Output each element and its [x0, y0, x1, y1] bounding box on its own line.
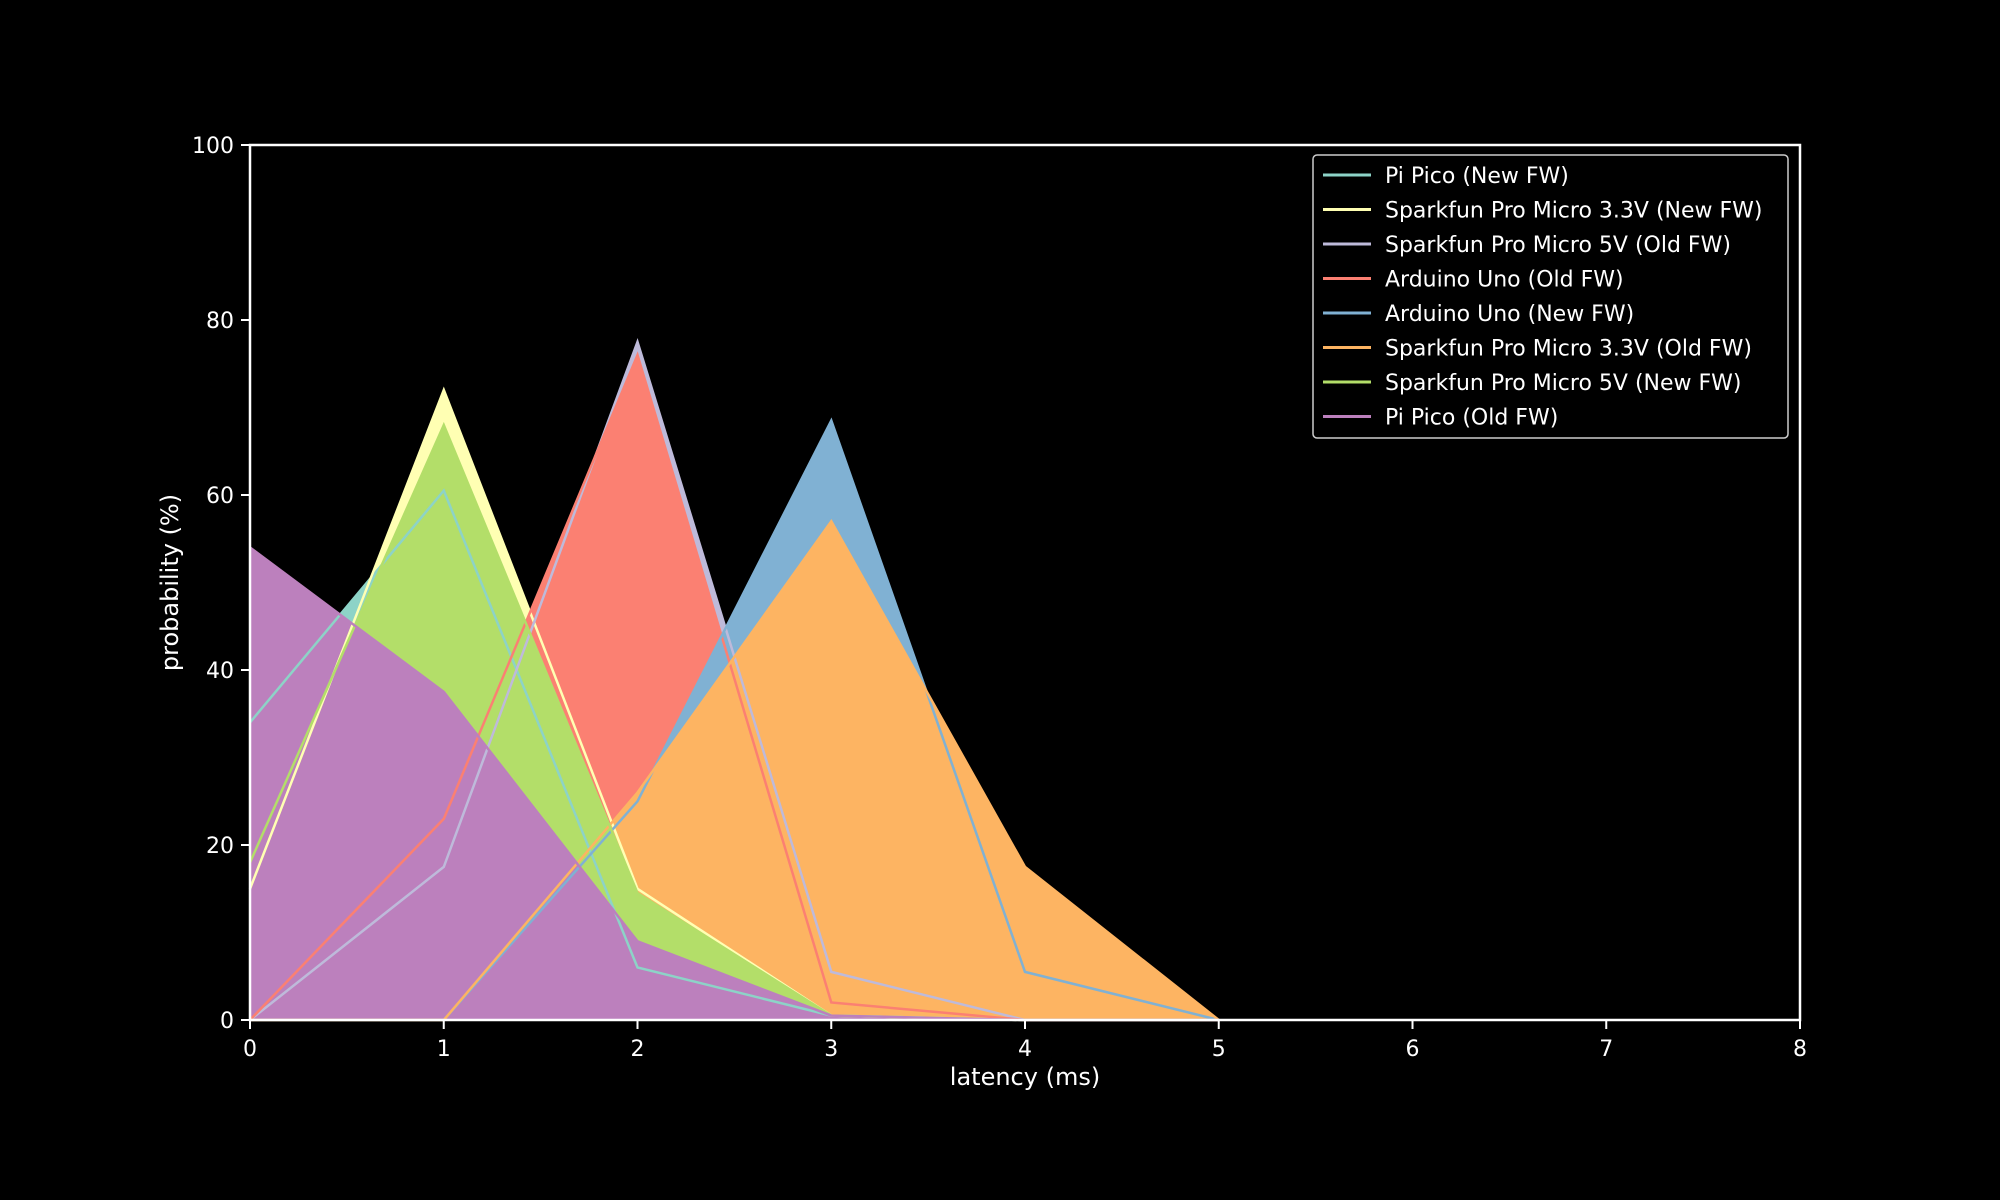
- x-tick-label: 4: [1018, 1037, 1032, 1062]
- x-tick-label: 8: [1793, 1037, 1807, 1062]
- area-pi-pico-old-fw: [250, 547, 1219, 1020]
- area-layer: [250, 341, 1219, 1021]
- y-tick-label: 20: [206, 834, 234, 859]
- x-tick-label: 7: [1599, 1037, 1613, 1062]
- legend-box: [1312, 154, 1789, 439]
- legend-entry-pi-pico-new-fw: Pi Pico (New FW): [1385, 164, 1569, 189]
- y-tick-label: 0: [220, 1009, 234, 1034]
- legend-entry-sparkfun-pro-micro-3-3v-old-fw: Sparkfun Pro Micro 3.3V (Old FW): [1385, 337, 1752, 362]
- y-tick-label: 40: [206, 659, 234, 684]
- x-tick-label: 2: [631, 1037, 645, 1062]
- y-axis: 0 20 40 60 80 100: [192, 134, 250, 1034]
- y-tick-label: 100: [192, 134, 234, 159]
- x-axis: 0 1 2 3 4 5 6 7 8: [243, 1020, 1807, 1062]
- y-tick-label: 80: [206, 309, 234, 334]
- x-tick-label: 0: [243, 1037, 257, 1062]
- x-axis-label: latency (ms): [950, 1063, 1100, 1091]
- y-tick-label: 60: [206, 484, 234, 509]
- legend: Pi Pico (New FW) Sparkfun Pro Micro 3.3V …: [1312, 154, 1789, 439]
- legend-entry-arduino-uno-new-fw: Arduino Uno (New FW): [1385, 302, 1634, 327]
- y-axis-label: probability (%): [156, 494, 184, 671]
- x-tick-label: 3: [824, 1037, 838, 1062]
- legend-entry-sparkfun-pro-micro-3-3v-new-fw: Sparkfun Pro Micro 3.3V (New FW): [1385, 199, 1763, 224]
- x-tick-label: 5: [1212, 1037, 1226, 1062]
- x-tick-label: 6: [1406, 1037, 1420, 1062]
- legend-entry-sparkfun-pro-micro-5v-old-fw: Sparkfun Pro Micro 5V (Old FW): [1385, 233, 1731, 258]
- legend-entry-arduino-uno-old-fw: Arduino Uno (Old FW): [1385, 268, 1624, 293]
- x-tick-label: 1: [437, 1037, 451, 1062]
- legend-entry-sparkfun-pro-micro-5v-new-fw: Sparkfun Pro Micro 5V (New FW): [1385, 371, 1742, 396]
- area-sparkfun-pro-micro-3-3v-old-fw: [250, 521, 1219, 1020]
- legend-entry-pi-pico-old-fw: Pi Pico (Old FW): [1385, 406, 1558, 431]
